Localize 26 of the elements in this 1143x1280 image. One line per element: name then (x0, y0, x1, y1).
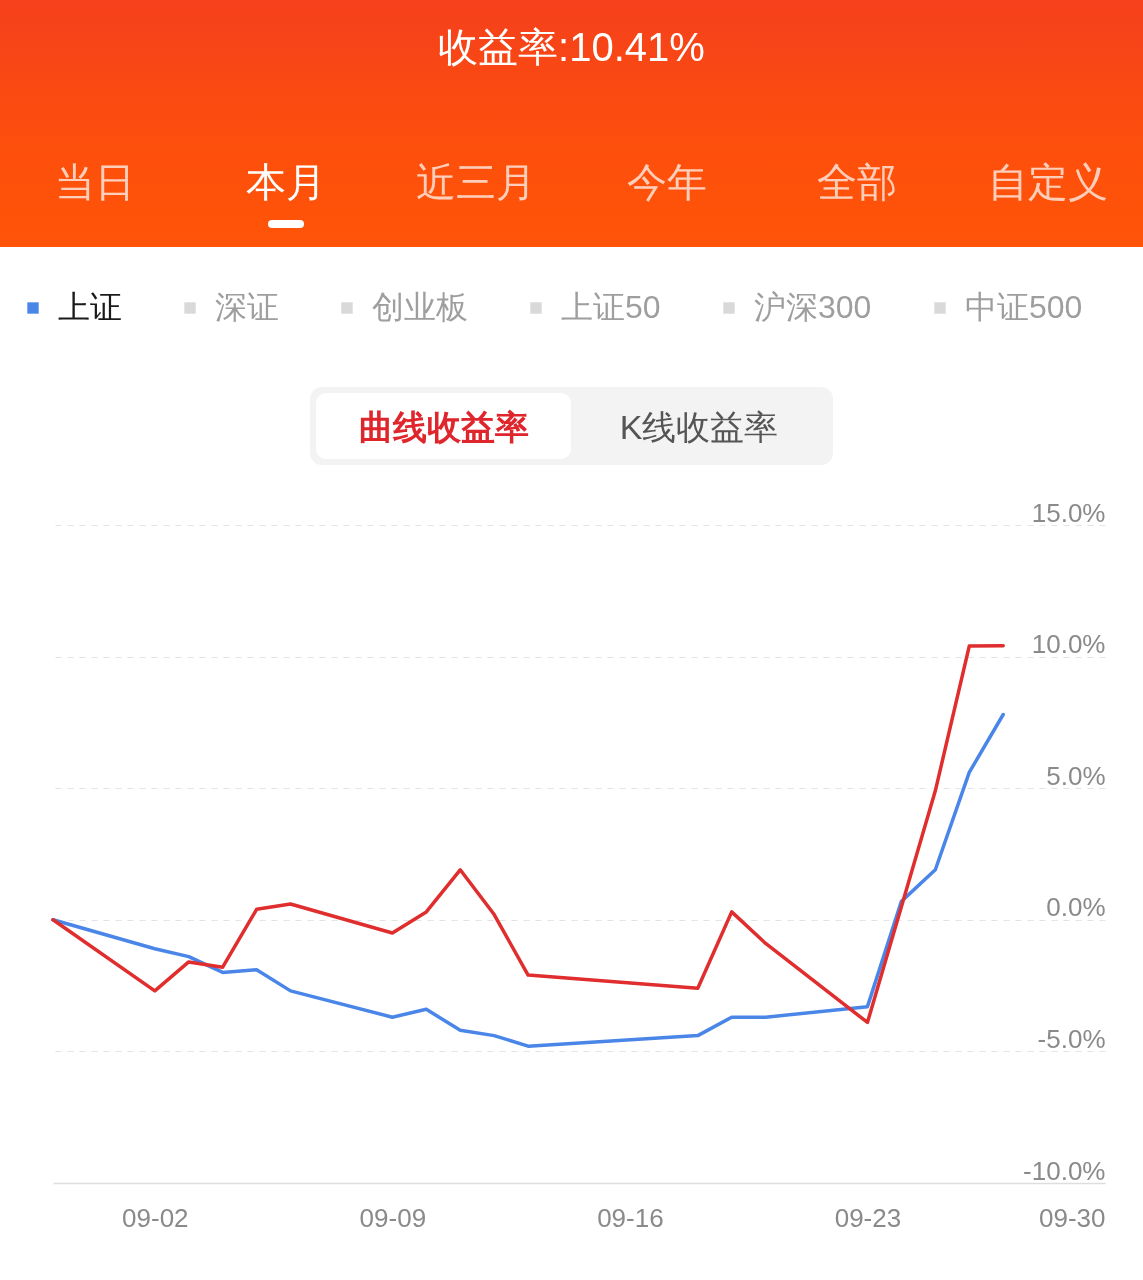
text: 近三月 (416, 159, 537, 206)
y-tick-label: 0.0% (1046, 892, 1106, 923)
text: 自定义 (987, 159, 1108, 206)
x-tick-label: 09-09 (359, 1202, 427, 1233)
legend-label: 创业板 (372, 289, 468, 325)
legend-label: 上证 (58, 289, 122, 325)
legend-label: 深证 (215, 289, 279, 325)
chart-title: 收益率:10.41% (438, 25, 705, 69)
text: 当日 (55, 159, 136, 206)
legend-label: 中证500 (965, 289, 1083, 325)
y-tick-label: 15.0% (1031, 497, 1106, 528)
text: 今年 (626, 159, 707, 206)
legend-label: 沪深300 (754, 289, 872, 325)
legend-label: 上证50 (561, 289, 661, 325)
y-tick-label: -10.0% (1023, 1155, 1106, 1186)
text: K线收益率 (619, 408, 779, 446)
text: 曲线收益率 (358, 408, 529, 446)
text: 本月 (245, 159, 326, 206)
x-tick-label: 09-16 (597, 1202, 664, 1233)
x-tick-label: 09-30 (1039, 1202, 1106, 1233)
y-tick-label: 5.0% (1046, 760, 1106, 791)
text: 全部 (817, 159, 898, 206)
x-tick-label: 09-23 (834, 1202, 902, 1233)
x-tick-label: 09-02 (122, 1202, 189, 1233)
y-tick-label: -5.0% (1037, 1023, 1106, 1054)
y-tick-label: 10.0% (1031, 629, 1106, 660)
